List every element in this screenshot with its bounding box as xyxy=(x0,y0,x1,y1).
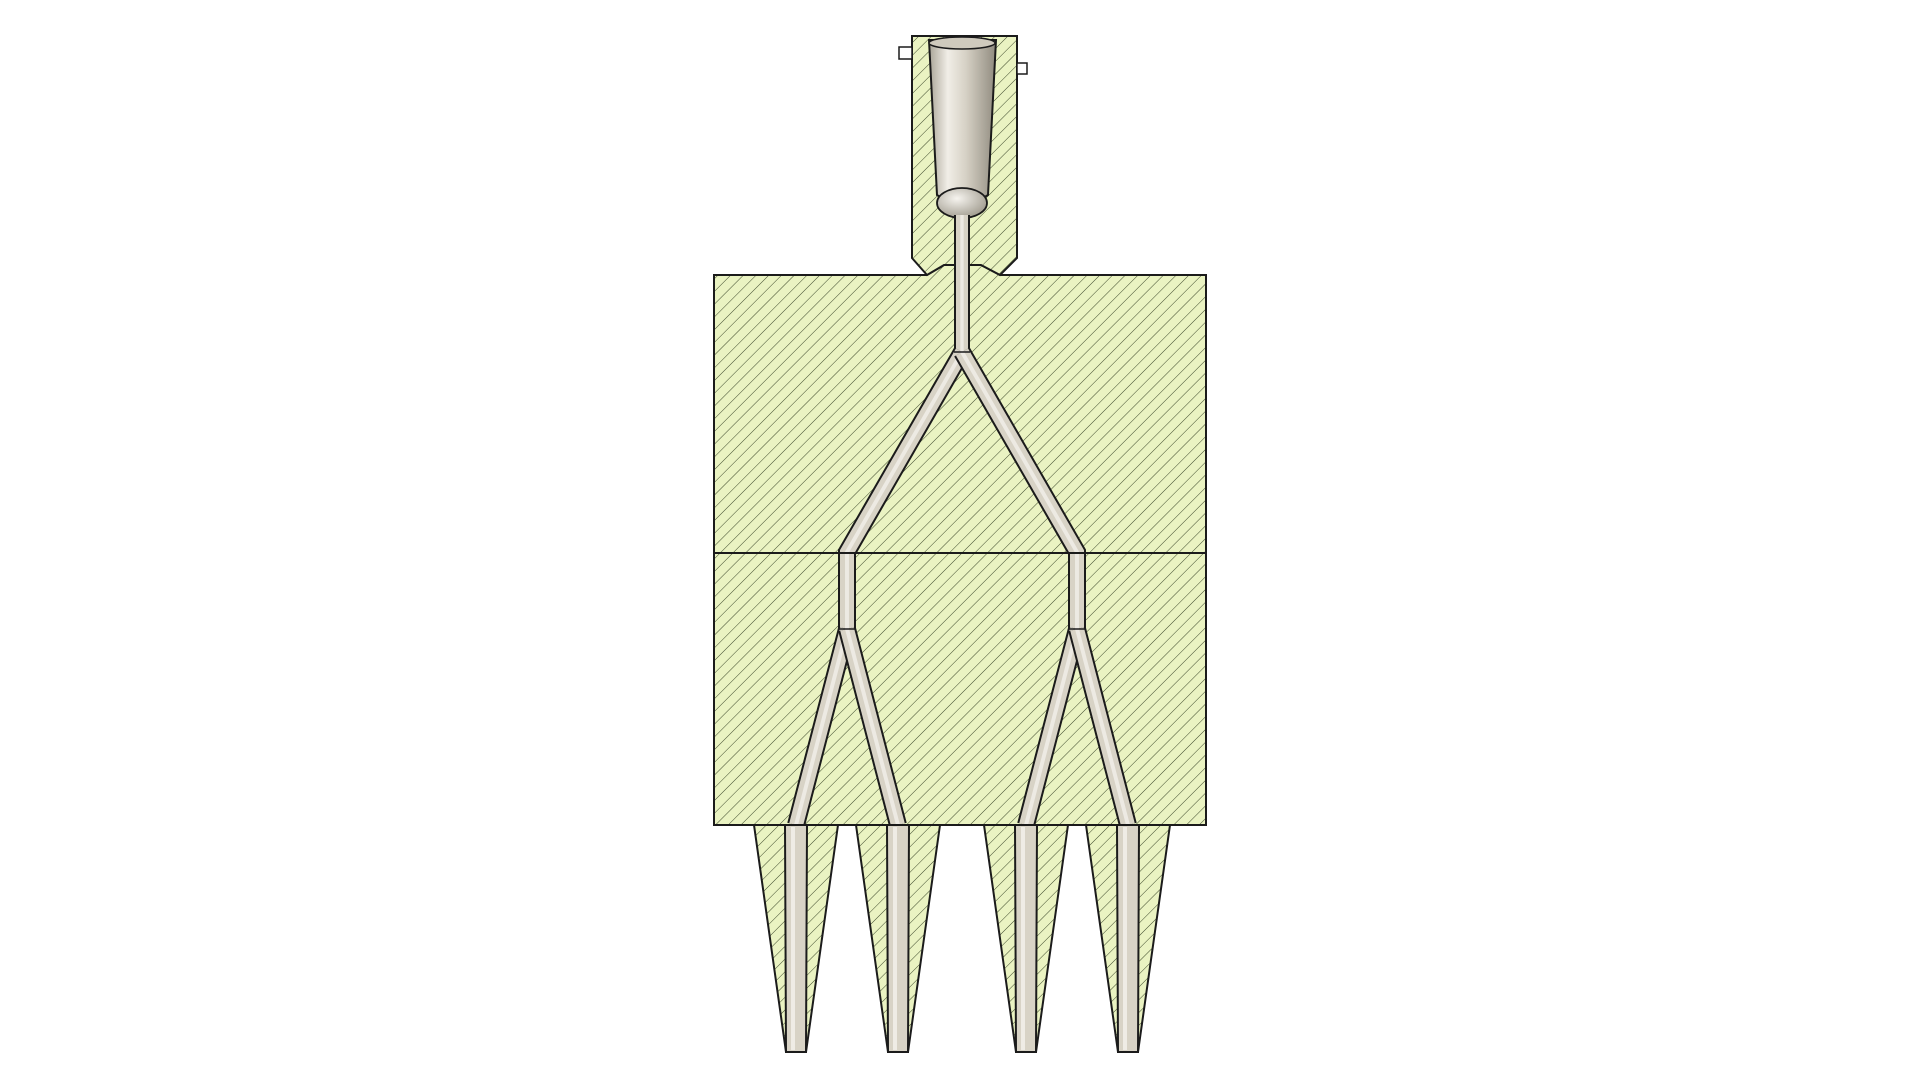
lower-plate xyxy=(713,552,1207,826)
nozzle-bore-body xyxy=(783,824,809,1053)
channel-joints xyxy=(785,351,1139,826)
nozzle-bore-body xyxy=(1013,824,1039,1053)
runner-branch-3 xyxy=(1017,626,1086,828)
runner-branch-3-highlight xyxy=(1024,628,1079,826)
runner-branch-4 xyxy=(1068,626,1137,828)
runner-branch-1-highlight xyxy=(794,628,849,826)
sprue-cup-rim xyxy=(928,36,996,50)
sprue-cup-bulb xyxy=(936,187,988,219)
nozzle-bore-3 xyxy=(1013,824,1039,1053)
runner-branch-2 xyxy=(838,626,907,828)
nozzle-tips xyxy=(752,824,1172,1053)
nozzle-bore-body xyxy=(885,824,911,1053)
sprue-cup-body xyxy=(927,39,998,205)
nozzle-bore-1 xyxy=(783,824,809,1053)
runner-branch-1 xyxy=(787,626,856,828)
sprue-cup xyxy=(927,36,998,219)
inlet-bushing xyxy=(898,35,1028,277)
lower-plate-section xyxy=(713,552,1207,826)
runner-branch-4-highlight xyxy=(1075,628,1130,826)
nozzle-channels xyxy=(783,824,1141,1053)
runner-branch-2-highlight xyxy=(845,628,900,826)
nozzle-bore-4 xyxy=(1115,824,1141,1053)
left-lug xyxy=(898,46,913,60)
nozzle-bore-body xyxy=(1115,824,1141,1053)
right-lug xyxy=(1016,62,1028,75)
nozzle-bore-2 xyxy=(885,824,911,1053)
